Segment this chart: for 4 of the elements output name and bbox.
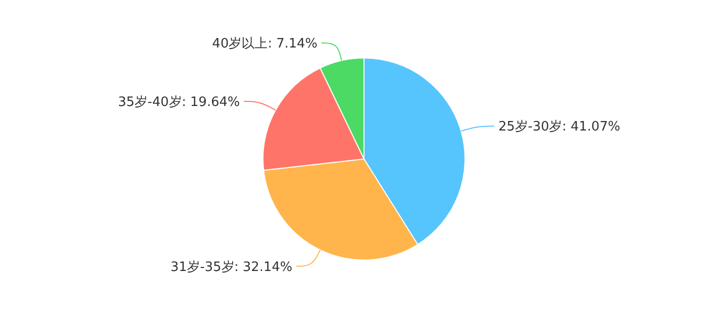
- slice-label: 25岁-30岁: 41.07%: [498, 120, 620, 135]
- slice-label: 40岁以上: 7.14%: [212, 36, 318, 52]
- slice-label: 35岁-40岁: 19.64%: [118, 94, 240, 110]
- slice-label: 31岁-35岁: 32.14%: [170, 260, 292, 275]
